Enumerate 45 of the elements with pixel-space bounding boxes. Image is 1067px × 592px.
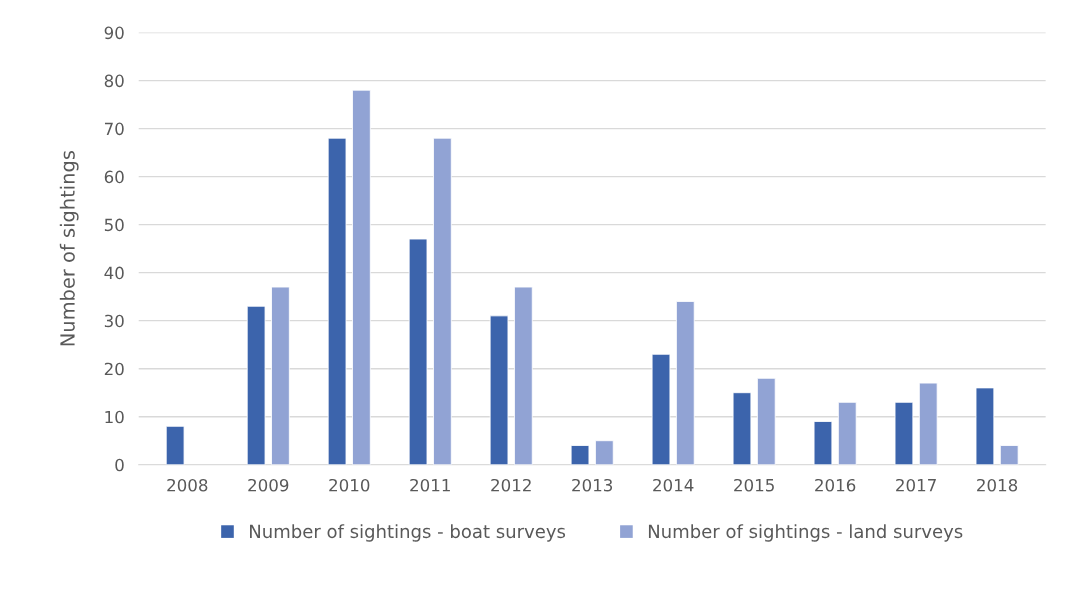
y-tick-label: 80 bbox=[104, 74, 124, 88]
x-tick-label: 2008 bbox=[167, 478, 208, 492]
bar bbox=[837, 401, 857, 465]
x-tick-label: 2009 bbox=[248, 478, 289, 492]
x-tick-label: 2017 bbox=[896, 478, 936, 492]
x-tick-label: 2010 bbox=[329, 478, 370, 492]
bar bbox=[408, 238, 428, 465]
bar bbox=[595, 440, 614, 465]
y-tick-label: 30 bbox=[104, 314, 124, 328]
y-tick-label: 0 bbox=[115, 458, 124, 472]
bar bbox=[813, 421, 833, 465]
bar bbox=[271, 286, 290, 465]
x-tick-label: 2018 bbox=[977, 478, 1018, 492]
bar bbox=[327, 137, 347, 465]
x-tick-label: 2016 bbox=[815, 478, 856, 492]
bar bbox=[918, 382, 938, 465]
bar bbox=[570, 445, 590, 465]
bar bbox=[489, 315, 509, 465]
y-axis-title: Number of sightings bbox=[59, 150, 79, 346]
legend-label: Number of sightings - land surveys bbox=[648, 524, 963, 542]
bar bbox=[975, 387, 995, 465]
bar bbox=[756, 377, 776, 465]
y-tick-label: 40 bbox=[104, 266, 124, 280]
bar bbox=[352, 89, 371, 465]
y-tick-label: 20 bbox=[104, 362, 124, 376]
y-tick-label: 10 bbox=[105, 410, 124, 424]
bar bbox=[165, 425, 185, 465]
y-tick-label: 70 bbox=[104, 122, 124, 136]
y-tick-label: 90 bbox=[104, 26, 124, 40]
bar bbox=[651, 353, 671, 465]
x-tick-label: 2012 bbox=[491, 478, 531, 492]
bar bbox=[675, 301, 695, 465]
y-tick-label: 50 bbox=[104, 218, 124, 232]
bar bbox=[246, 305, 266, 465]
legend-label: Number of sightings - boat surveys bbox=[250, 524, 566, 542]
y-tick-label: 60 bbox=[104, 170, 124, 184]
bar bbox=[514, 286, 533, 465]
bar bbox=[433, 137, 452, 465]
x-tick-label: 2014 bbox=[653, 478, 694, 492]
x-tick-label: 2011 bbox=[410, 478, 450, 492]
bar bbox=[894, 401, 914, 465]
x-tick-label: 2013 bbox=[572, 478, 613, 492]
bar bbox=[999, 445, 1019, 465]
bar bbox=[732, 392, 752, 465]
x-tick-label: 2015 bbox=[734, 478, 774, 492]
